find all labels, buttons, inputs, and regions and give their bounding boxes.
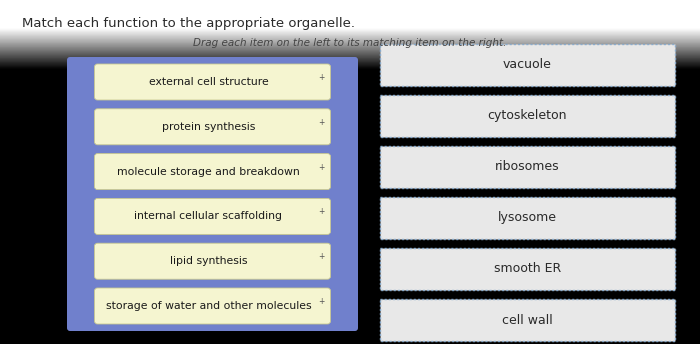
FancyBboxPatch shape (380, 44, 675, 86)
FancyBboxPatch shape (380, 248, 675, 290)
Text: lysosome: lysosome (498, 212, 557, 225)
Text: Drag each item on the left to its matching item on the right.: Drag each item on the left to its matchi… (193, 38, 507, 48)
Text: +: + (318, 163, 325, 172)
Text: internal cellular scaffolding: internal cellular scaffolding (134, 212, 283, 222)
FancyBboxPatch shape (380, 95, 675, 137)
FancyBboxPatch shape (94, 288, 330, 324)
Text: +: + (318, 207, 325, 216)
FancyBboxPatch shape (94, 243, 330, 279)
FancyBboxPatch shape (94, 198, 330, 234)
Text: Match each function to the appropriate organelle.: Match each function to the appropriate o… (22, 17, 355, 30)
Text: +: + (318, 118, 325, 127)
Text: vacuole: vacuole (503, 58, 552, 72)
FancyBboxPatch shape (94, 154, 330, 190)
Text: molecule storage and breakdown: molecule storage and breakdown (117, 166, 300, 176)
Text: cell wall: cell wall (502, 313, 553, 326)
Text: smooth ER: smooth ER (494, 262, 561, 276)
Text: +: + (318, 297, 325, 306)
Text: protein synthesis: protein synthesis (162, 122, 256, 132)
Text: external cell structure: external cell structure (148, 77, 268, 87)
Text: ribosomes: ribosomes (495, 161, 560, 173)
Text: +: + (318, 73, 325, 82)
Text: storage of water and other molecules: storage of water and other molecules (106, 301, 312, 311)
FancyBboxPatch shape (380, 146, 675, 188)
FancyBboxPatch shape (380, 197, 675, 239)
Text: lipid synthesis: lipid synthesis (169, 256, 247, 266)
FancyBboxPatch shape (94, 64, 330, 100)
FancyBboxPatch shape (94, 109, 330, 145)
Text: +: + (318, 252, 325, 261)
FancyBboxPatch shape (380, 299, 675, 341)
Text: cytoskeleton: cytoskeleton (488, 109, 567, 122)
FancyBboxPatch shape (67, 57, 358, 331)
